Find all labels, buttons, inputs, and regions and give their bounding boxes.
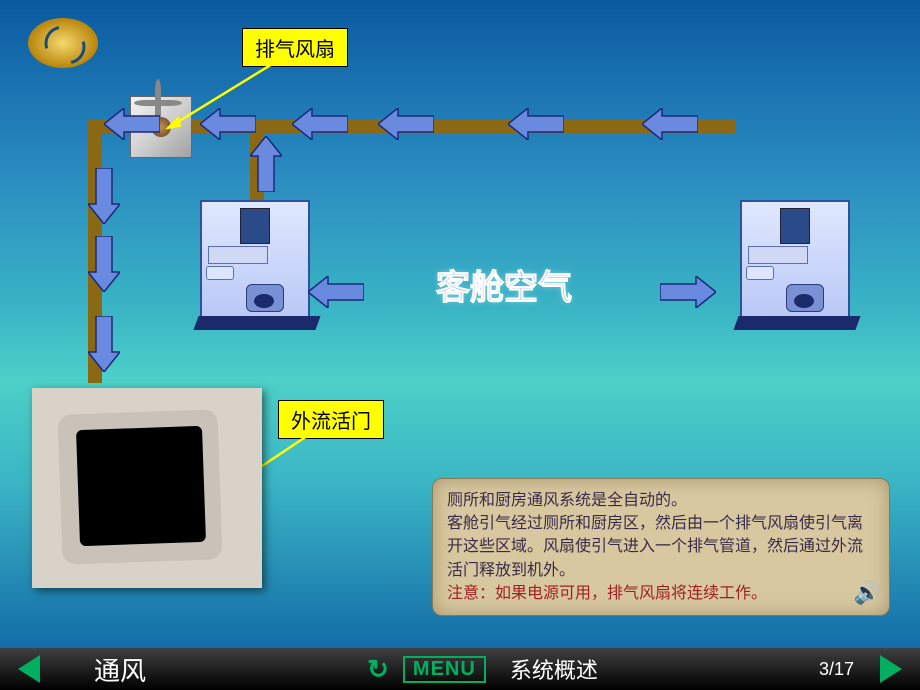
- subsection-title: 系统概述: [510, 653, 598, 685]
- cabin-air-label: 客舱空气: [436, 260, 572, 309]
- info-note: 注意：如果电源可用，排气风扇将连续工作。: [447, 582, 875, 605]
- bottom-nav-bar: 通风 ↻ MENU 系统概述 3/17: [0, 648, 920, 690]
- flow-arrow: [76, 328, 132, 360]
- flow-arrow: [660, 276, 716, 308]
- flow-arrow: [508, 108, 564, 140]
- lavatory-icon-2: [740, 200, 850, 330]
- page-indicator: 3/17: [819, 659, 854, 680]
- flow-arrow: [378, 108, 434, 140]
- flow-arrow: [76, 180, 132, 212]
- flow-arrow: [200, 108, 256, 140]
- lavatory-icon-1: [200, 200, 310, 330]
- refresh-button[interactable]: ↻: [367, 654, 389, 685]
- prev-button[interactable]: [18, 655, 40, 683]
- flow-arrow: [292, 108, 348, 140]
- info-panel: 厕所和厨房通风系统是全自动的。 客舱引气经过厕所和厨房区，然后由一个排气风扇使引…: [432, 478, 890, 616]
- speaker-icon[interactable]: 🔊: [854, 577, 881, 609]
- section-title: 通风: [94, 651, 146, 688]
- flow-arrow: [308, 276, 364, 308]
- flow-arrow: [642, 108, 698, 140]
- info-line-2: 客舱引气经过厕所和厨房区，然后由一个排气风扇使引气离开这些区域。风扇使引气进入一…: [447, 512, 875, 582]
- next-button[interactable]: [880, 655, 902, 683]
- slide: 排气风扇 外流活门 客舱空气: [0, 0, 920, 690]
- flow-arrow: [76, 248, 132, 280]
- flow-arrow: [104, 108, 160, 140]
- info-line-1: 厕所和厨房通风系统是全自动的。: [447, 489, 875, 512]
- flow-arrow: [238, 148, 294, 180]
- menu-button[interactable]: MENU: [403, 656, 486, 683]
- outflow-valve-photo: [32, 388, 262, 588]
